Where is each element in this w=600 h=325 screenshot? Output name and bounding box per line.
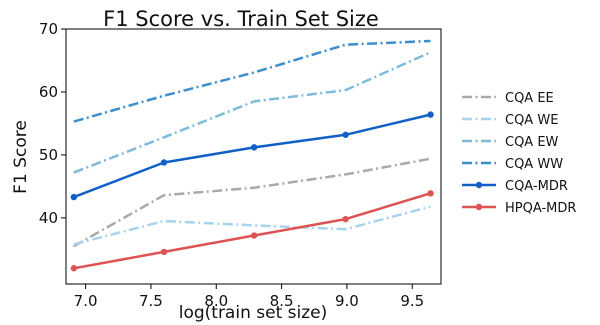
data-point-hpqa-mdr	[70, 265, 78, 272]
series-line-cqa-ew	[73, 51, 432, 174]
data-point-hpqa-mdr	[427, 190, 434, 197]
data-point-cqa-mdr	[70, 193, 78, 201]
legend-marker-hpqa-mdr	[475, 203, 483, 211]
x-tick-label: 8.0	[204, 292, 228, 310]
x-tick-label: 8.5	[270, 292, 294, 310]
data-point-cqa-mdr	[427, 111, 434, 118]
series-line-cqa-we	[73, 205, 431, 246]
series-layer	[70, 39, 434, 272]
y-tick-label: 50	[39, 146, 58, 164]
data-point-hpqa-mdr	[250, 232, 258, 239]
y-axis-label: F1 Score	[11, 120, 31, 194]
legend-label-cqa-ew: CQA EW	[505, 135, 559, 150]
data-point-cqa-mdr	[160, 159, 168, 166]
series-line-cqa-ww	[73, 39, 431, 123]
legend-label-cqa-we: CQA WE	[505, 113, 558, 128]
x-tick-label: 7.0	[74, 292, 98, 310]
legend-label-hpqa-mdr: HPQA-MDR	[505, 201, 576, 216]
ticks-layer: 7.0 7.5 8.0 8.5 9.0 9.5 40 50 60 70	[39, 20, 424, 310]
legend-label-cqa-ee: CQA EE	[505, 91, 554, 106]
data-point-cqa-mdr	[250, 144, 258, 151]
legend-label-cqa-ww: CQA WW	[505, 157, 563, 172]
data-point-cqa-mdr	[342, 131, 349, 138]
y-tick-label: 60	[39, 83, 58, 101]
x-tick-label: 7.5	[139, 292, 163, 310]
series-line-cqa-ee	[73, 157, 431, 248]
chart-title: F1 Score vs. Train Set Size	[103, 7, 379, 31]
data-point-hpqa-mdr	[160, 248, 168, 256]
x-tick-label: 9.5	[400, 292, 424, 310]
x-axis-label: log(train set size)	[179, 303, 328, 323]
legend: CQA EE CQA WE CQA EW CQA WW CQA-MDR HPQA-MDR	[462, 91, 576, 216]
plot-area-frame	[65, 28, 442, 285]
legend-marker-cqa-mdr	[475, 181, 483, 189]
y-tick-label: 70	[39, 20, 58, 38]
legend-label-cqa-mdr: CQA-MDR	[505, 179, 568, 194]
y-tick-label: 40	[39, 209, 58, 227]
data-point-hpqa-mdr	[342, 215, 349, 223]
x-tick-label: 9.0	[335, 292, 359, 310]
